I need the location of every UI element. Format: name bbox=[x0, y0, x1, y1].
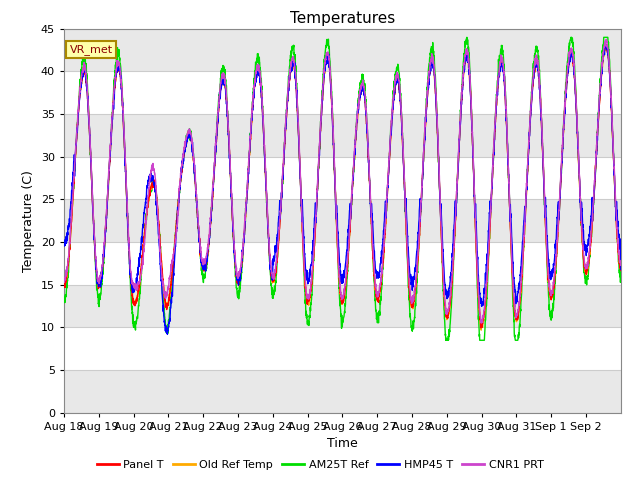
Line: CNR1 PRT: CNR1 PRT bbox=[64, 39, 621, 323]
CNR1 PRT bbox=[617, 261, 625, 266]
CNR1 PRT bbox=[606, 78, 614, 84]
Old Ref Temp bbox=[298, 208, 305, 214]
Legend: Panel T, Old Ref Temp, AM25T Ref, HMP45 T, CNR1 PRT: Panel T, Old Ref Temp, AM25T Ref, HMP45 … bbox=[92, 456, 548, 474]
Bar bbox=[64, 285, 621, 327]
Panel T bbox=[606, 84, 614, 90]
HMP45 T bbox=[124, 210, 131, 216]
Line: Panel T: Panel T bbox=[64, 45, 621, 328]
Old Ref Temp bbox=[617, 264, 625, 270]
HMP45 T bbox=[60, 243, 68, 249]
X-axis label: Time: Time bbox=[327, 437, 358, 450]
Bar bbox=[64, 29, 621, 72]
CNR1 PRT bbox=[60, 276, 68, 282]
Old Ref Temp bbox=[274, 251, 282, 256]
Panel T bbox=[617, 268, 625, 274]
HMP45 T bbox=[164, 331, 172, 337]
Text: VR_met: VR_met bbox=[70, 44, 113, 55]
AM25T Ref bbox=[606, 72, 614, 77]
CNR1 PRT bbox=[602, 36, 610, 42]
Old Ref Temp bbox=[603, 42, 611, 48]
Old Ref Temp bbox=[606, 80, 614, 85]
Panel T bbox=[546, 290, 554, 296]
HMP45 T bbox=[606, 79, 614, 84]
HMP45 T bbox=[157, 266, 164, 272]
AM25T Ref bbox=[617, 277, 625, 283]
HMP45 T bbox=[274, 234, 282, 240]
HMP45 T bbox=[546, 275, 554, 280]
Panel T bbox=[60, 284, 68, 289]
Bar bbox=[64, 370, 621, 413]
Bar bbox=[64, 200, 621, 242]
AM25T Ref bbox=[298, 210, 305, 216]
CNR1 PRT bbox=[274, 249, 282, 255]
Panel T bbox=[157, 250, 164, 256]
AM25T Ref bbox=[157, 243, 164, 249]
Line: Old Ref Temp: Old Ref Temp bbox=[64, 45, 621, 330]
HMP45 T bbox=[298, 214, 306, 219]
Panel T bbox=[124, 212, 131, 218]
Old Ref Temp bbox=[60, 283, 68, 288]
HMP45 T bbox=[617, 266, 625, 272]
AM25T Ref bbox=[60, 294, 68, 300]
CNR1 PRT bbox=[124, 211, 131, 217]
AM25T Ref bbox=[274, 254, 282, 260]
CNR1 PRT bbox=[546, 288, 554, 294]
Old Ref Temp bbox=[124, 214, 131, 220]
CNR1 PRT bbox=[477, 320, 485, 326]
Line: AM25T Ref: AM25T Ref bbox=[64, 37, 621, 340]
Panel T bbox=[602, 42, 610, 48]
CNR1 PRT bbox=[157, 256, 164, 262]
Bar bbox=[64, 114, 621, 157]
CNR1 PRT bbox=[298, 207, 305, 213]
HMP45 T bbox=[602, 42, 610, 48]
AM25T Ref bbox=[463, 35, 471, 40]
Title: Temperatures: Temperatures bbox=[290, 11, 395, 26]
Line: HMP45 T: HMP45 T bbox=[64, 45, 621, 334]
AM25T Ref bbox=[442, 337, 450, 343]
Old Ref Temp bbox=[157, 249, 164, 255]
Panel T bbox=[477, 325, 485, 331]
Y-axis label: Temperature (C): Temperature (C) bbox=[22, 170, 35, 272]
Panel T bbox=[274, 248, 282, 254]
Old Ref Temp bbox=[546, 292, 554, 298]
AM25T Ref bbox=[547, 312, 554, 317]
AM25T Ref bbox=[124, 216, 131, 221]
Panel T bbox=[298, 211, 305, 216]
Old Ref Temp bbox=[477, 327, 485, 333]
